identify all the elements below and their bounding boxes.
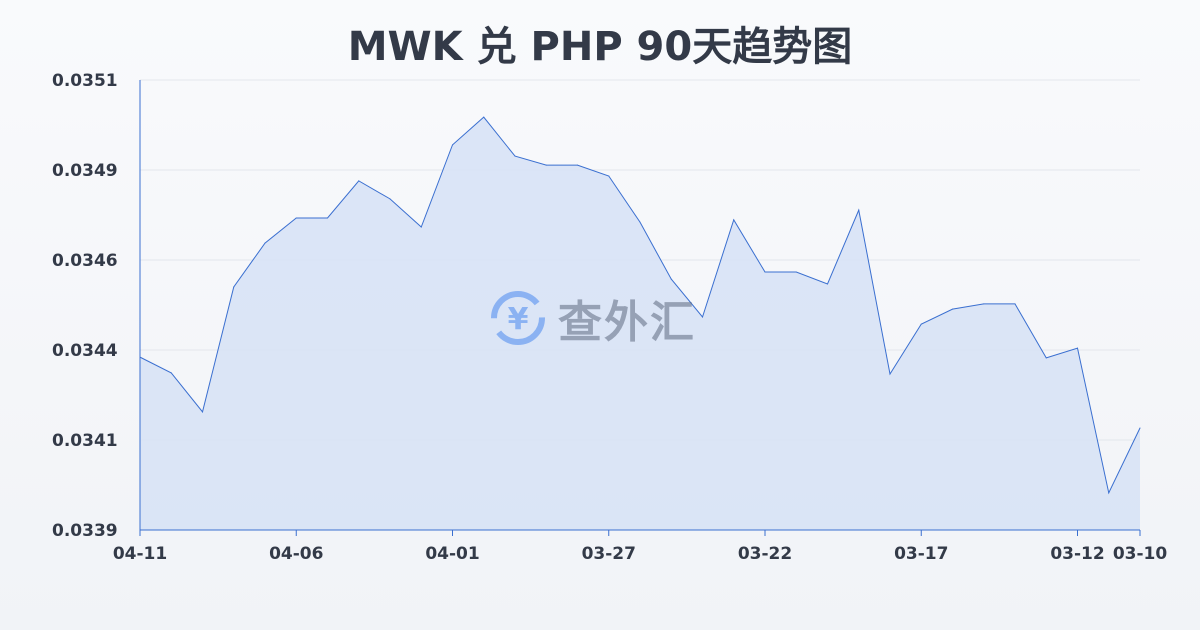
svg-text:¥: ¥ [508,302,529,337]
data-point [1077,347,1078,349]
watermark: ¥ 查外汇 [488,286,696,350]
data-point [420,226,422,228]
data-point [233,286,235,288]
x-tick-label: 04-01 [425,544,479,564]
area-fill [140,117,1140,530]
data-point [452,144,453,146]
data-point [1108,492,1110,494]
data-point [358,180,360,182]
data-point [608,175,610,177]
data-point [952,308,953,310]
data-point [202,411,203,413]
data-point [1014,303,1016,305]
x-tick-label: 03-22 [738,544,792,564]
y-tick-label: 0.0344 [52,341,118,361]
chart-title: MWK 兑 PHP 90天趋势图 [347,24,853,70]
x-tick-label: 03-27 [582,544,636,564]
data-point [983,303,985,305]
data-point [920,323,922,325]
data-point [577,164,578,166]
data-point [545,164,547,166]
data-point [733,219,735,221]
data-point [483,116,485,118]
y-tick-label: 0.0351 [52,71,118,91]
x-tick-label: 04-11 [113,544,167,564]
watermark-text: 查外汇 [558,297,696,348]
x-tick-label: 03-10 [1113,544,1168,564]
x-tick-label: 03-17 [894,544,948,564]
data-point [295,217,297,219]
yen-exchange-icon: ¥ [491,291,545,345]
x-tick-label: 03-12 [1050,544,1104,564]
data-point [514,155,516,157]
data-point [1139,427,1141,429]
x-tick-label: 04-06 [269,544,323,564]
y-tick-label: 0.0346 [52,251,118,271]
data-point [639,221,641,223]
data-point [670,278,672,280]
data-point [1045,357,1047,359]
data-point [327,217,328,219]
y-tick-label: 0.0339 [52,521,118,541]
y-tick-label: 0.0349 [52,161,118,181]
data-point [858,209,860,211]
data-point [795,271,797,273]
y-tick-label: 0.0341 [52,431,118,451]
data-point [889,373,891,375]
data-point [702,316,703,318]
data-point [264,242,266,244]
data-point [170,372,172,374]
data-point [764,271,766,273]
data-point [389,198,391,200]
data-point [827,283,828,285]
